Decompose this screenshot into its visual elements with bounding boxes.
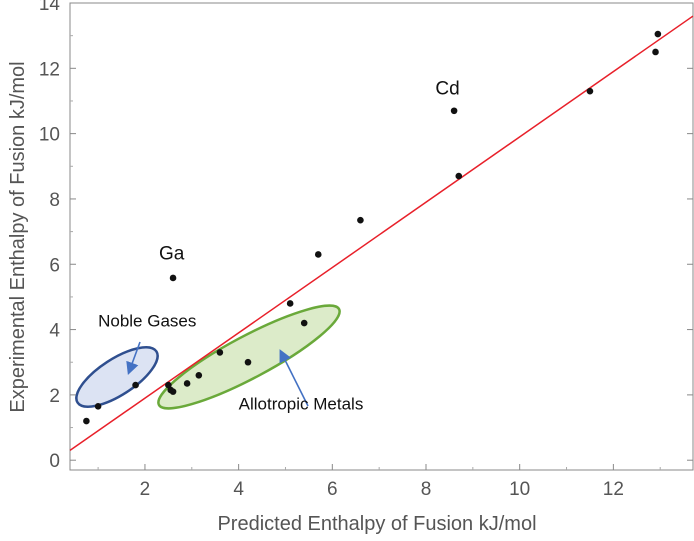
data-point	[652, 48, 659, 56]
data-point	[169, 388, 177, 395]
y-tick-label: 8	[49, 190, 60, 211]
fit-line	[69, 15, 694, 452]
noble-gases-arrow	[126, 341, 141, 376]
data-point	[286, 300, 294, 307]
cd-label: Cd	[435, 78, 459, 99]
data-point	[165, 381, 172, 389]
data-point	[455, 172, 463, 180]
data-point	[83, 417, 90, 425]
x-tick-label: 12	[603, 479, 624, 500]
data-point	[183, 380, 191, 387]
data-point	[314, 251, 322, 258]
x-tick-label: 2	[140, 479, 151, 500]
x-tick-label: 8	[421, 479, 432, 500]
data-point	[244, 358, 252, 366]
annotations: Cd Ga Noble Gases Allotropic Metals	[98, 78, 460, 413]
y-axis-title: Experimental Enthalpy of Fusion kJ/mol	[7, 61, 29, 412]
allotropic-metals-arrow	[279, 349, 309, 407]
x-axis-title: Predicted Enthalpy of Fusion kJ/mol	[217, 513, 536, 535]
allotropic-metals-region	[157, 304, 341, 410]
axis-ticks: 2 4 6 8 10 12 0 2 4 6 8 10 12 14	[39, 0, 693, 500]
fit-line-group	[69, 15, 694, 452]
y-tick-label: 2	[49, 386, 60, 407]
allotropic-metals-label: Allotropic Metals	[239, 395, 364, 414]
noble-gases-region	[75, 346, 159, 408]
data-points	[83, 30, 662, 425]
y-tick-label: 14	[39, 0, 61, 15]
annotation-arrows	[126, 341, 309, 407]
y-tick-label: 10	[39, 125, 60, 146]
x-tick-label: 10	[509, 479, 530, 500]
data-point	[654, 30, 662, 38]
y-tick-label: 4	[49, 321, 60, 342]
data-point	[169, 274, 177, 282]
data-point	[94, 403, 102, 410]
ga-label: Ga	[159, 243, 185, 264]
plot-border	[69, 2, 694, 471]
data-point	[450, 107, 458, 115]
data-point	[357, 216, 364, 224]
data-point	[195, 371, 203, 379]
data-point	[216, 349, 224, 356]
noble-gases-label: Noble Gases	[98, 311, 196, 330]
plot-frame	[69, 2, 694, 471]
data-point	[586, 87, 594, 95]
y-tick-label: 12	[39, 59, 60, 80]
data-point	[300, 319, 308, 327]
y-tick-label: 6	[49, 255, 60, 276]
x-tick-label: 6	[327, 479, 338, 500]
data-point	[132, 381, 139, 389]
x-tick-label: 4	[233, 479, 244, 500]
y-tick-label: 0	[49, 451, 60, 472]
